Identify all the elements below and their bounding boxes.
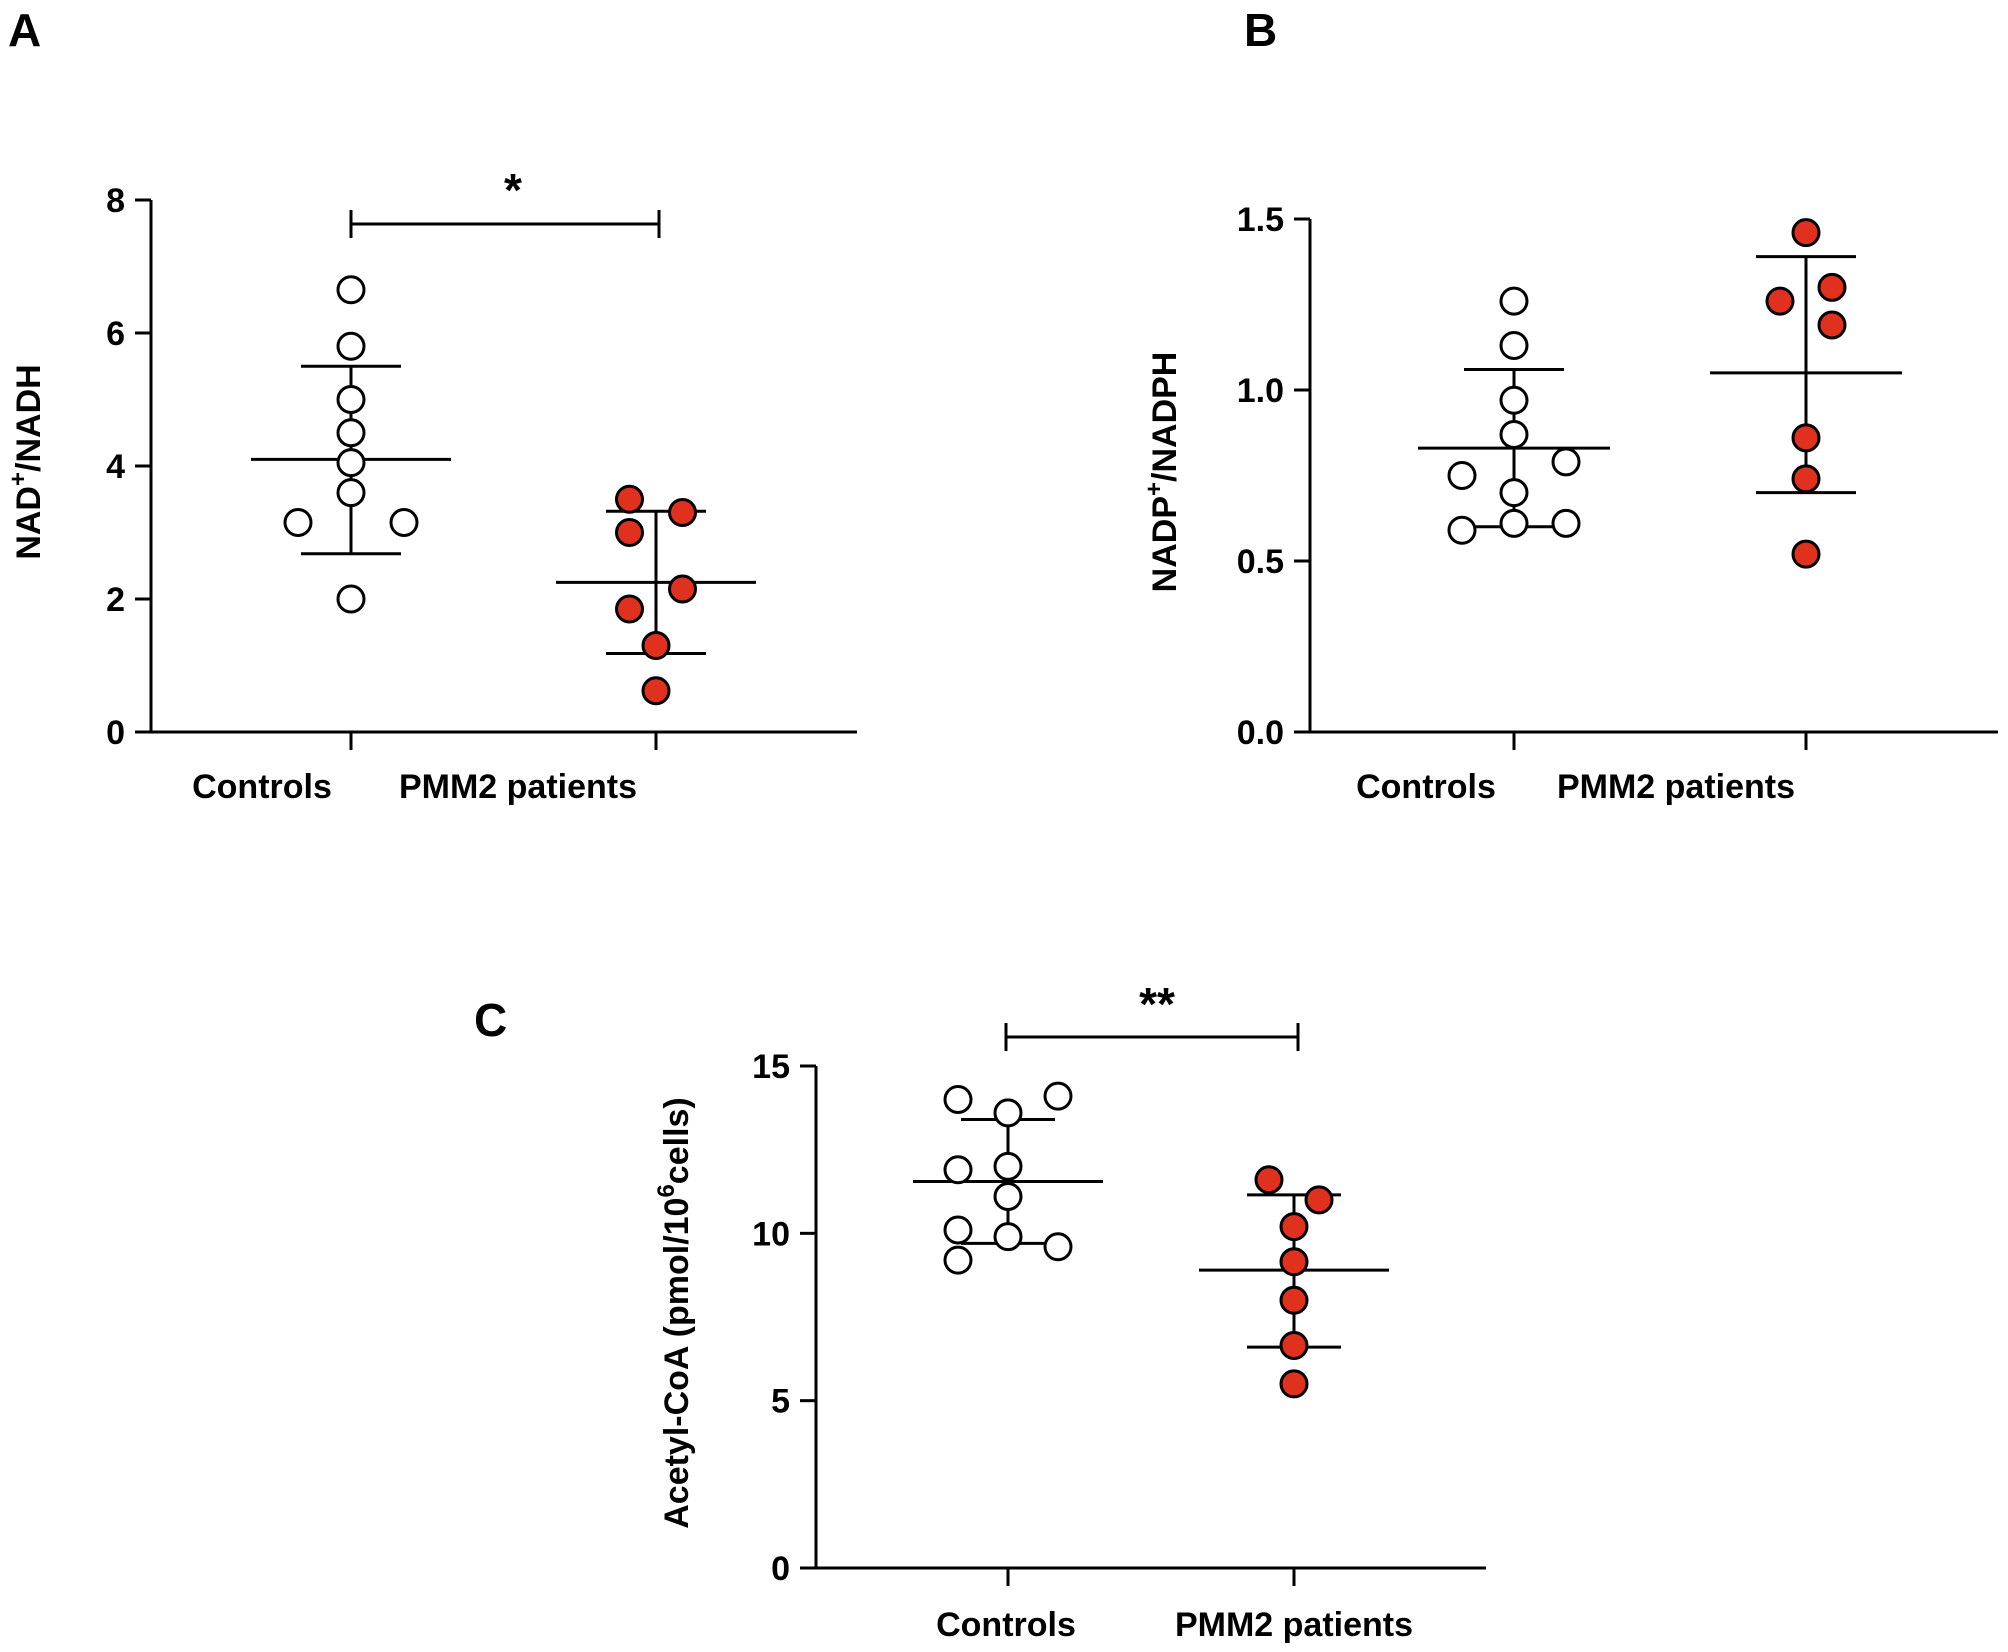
- panel-b-x-tick-label-controls: Controls: [1356, 768, 1496, 806]
- panel-b-patients-point: [1817, 272, 1847, 302]
- panel-c-y-tick-label: 0: [771, 1550, 790, 1588]
- panel-c-y-tick-label: 5: [771, 1383, 790, 1421]
- panel-b-controls-point: [1499, 286, 1529, 316]
- panel-c-controls-point: [993, 1182, 1023, 1212]
- panel-b-controls-point: [1499, 385, 1529, 415]
- panel-a-controls-point: [336, 584, 366, 614]
- panel-a-y-axis-label: NAD+/NADH: [5, 364, 48, 559]
- panel-c-patients-point: [1279, 1285, 1309, 1315]
- panel-b-letter: B: [1244, 4, 1277, 56]
- panel-b-x-tick-label-patients: PMM2 patients: [1557, 768, 1795, 806]
- panel-c-controls-point: [943, 1215, 973, 1245]
- panel-a-patients-point: [668, 498, 697, 528]
- panel-a-controls-point: [283, 508, 313, 538]
- panel-a-controls-point: [336, 478, 366, 508]
- panel-a-controls-point: [336, 385, 366, 414]
- panel-b-controls-point: [1551, 447, 1581, 477]
- panel-a-y-tick-label: 6: [106, 315, 125, 353]
- panel-c-y-tick-label: 10: [752, 1215, 790, 1253]
- panel-a-patients-point: [641, 631, 671, 661]
- panel-a-y-tick-label: 0: [106, 714, 125, 752]
- panel-a-patients-point: [641, 676, 671, 706]
- panel-c-patients-point: [1304, 1185, 1334, 1215]
- panel-a-controls-point: [336, 331, 366, 361]
- panel-b-controls-point: [1447, 515, 1477, 545]
- panel-c-x-tick-label-controls: Controls: [936, 1606, 1076, 1644]
- panel-c-controls-point: [993, 1222, 1023, 1252]
- panel-a-y-tick-label: 8: [106, 182, 125, 220]
- panel-a: A NAD+/NADH Controls PMM2 patients * 0 2 4…: [5, 4, 857, 806]
- panel-c-controls-point: [943, 1084, 973, 1114]
- panel-a-controls-point: [336, 275, 366, 305]
- panel-c-y-tick-label: 15: [752, 1048, 790, 1086]
- panel-c-controls-point: [1043, 1081, 1073, 1111]
- panel-c-significance-label: **: [1139, 978, 1175, 1030]
- panel-b-patients-point: [1817, 310, 1847, 340]
- panel-a-x-tick-label-patients: PMM2 patients: [399, 768, 637, 806]
- panel-b-controls-point: [1551, 508, 1581, 538]
- panel-c-patients-point: [1279, 1247, 1309, 1277]
- panel-b-controls-point: [1499, 508, 1529, 538]
- panel-b-controls-point: [1499, 478, 1529, 508]
- panel-b-y-axis-label: NADP+/NADPH: [1141, 352, 1184, 593]
- panel-b-y-tick-label: 1.5: [1237, 201, 1284, 239]
- panel-c: C Acetyl-CoA (pmol/106cells) Controls PM…: [474, 978, 1486, 1644]
- panel-c-controls-point: [1043, 1232, 1073, 1262]
- panel-c-patients-point: [1279, 1212, 1309, 1242]
- panel-c-y-axis-label: Acetyl-CoA (pmol/106cells): [653, 1097, 696, 1529]
- panel-a-patients-point: [668, 574, 697, 604]
- panel-a-patients-point: [615, 518, 644, 547]
- panel-b-patients-point: [1791, 218, 1821, 248]
- panel-b: B NADP+/NADPH Controls PMM2 patients 0.0…: [1141, 4, 1998, 806]
- panel-a-controls-point: [389, 508, 419, 538]
- panel-c-patients-point: [1279, 1330, 1309, 1360]
- panel-c-patients-point: [1254, 1165, 1284, 1195]
- panel-c-x-tick-label-patients: PMM2 patients: [1175, 1606, 1413, 1644]
- panel-a-patients-point: [615, 594, 644, 624]
- panel-b-y-tick-label: 0.5: [1237, 543, 1284, 581]
- panel-c-controls-point: [943, 1155, 973, 1185]
- panel-a-y-tick-label: 4: [106, 448, 125, 486]
- panel-b-y-tick-label: 0.0: [1237, 714, 1284, 752]
- panel-c-controls-point: [943, 1245, 973, 1275]
- panel-a-controls-point: [336, 418, 366, 448]
- panel-a-x-tick-label-controls: Controls: [192, 768, 332, 806]
- panel-b-patients-point: [1791, 539, 1821, 569]
- panel-b-patients-point: [1765, 286, 1795, 316]
- panel-c-controls-point: [993, 1098, 1023, 1128]
- panel-b-controls-point: [1447, 461, 1477, 490]
- panel-b-controls-point: [1499, 419, 1529, 449]
- panel-c-controls-point: [993, 1151, 1023, 1181]
- panel-b-patients-point: [1791, 464, 1821, 494]
- panel-b-y-tick-label: 1.0: [1237, 372, 1284, 410]
- panel-c-patients-point: [1279, 1369, 1309, 1399]
- panel-a-letter: A: [8, 4, 41, 56]
- panel-c-letter: C: [474, 994, 507, 1046]
- panel-b-patients-point: [1791, 423, 1821, 453]
- panel-a-y-tick-label: 2: [106, 581, 125, 619]
- panel-a-patients-point: [615, 484, 644, 514]
- panel-b-controls-point: [1499, 331, 1529, 361]
- panel-a-controls-point: [336, 448, 366, 478]
- panel-a-significance-label: *: [504, 164, 522, 216]
